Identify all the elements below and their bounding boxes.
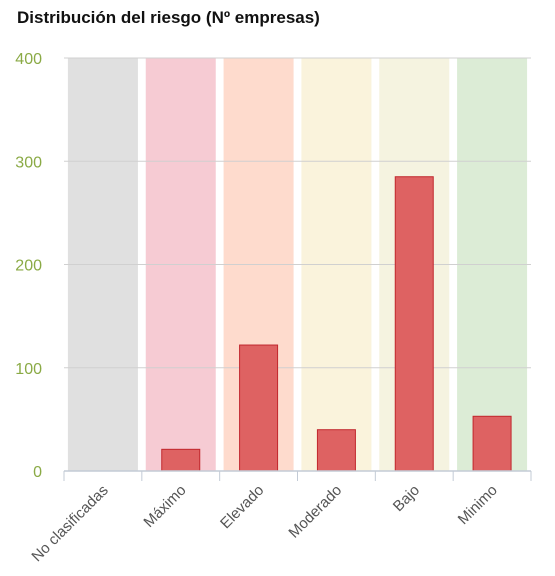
y-tick-label: 100	[15, 361, 42, 378]
y-axis-ticks: 0 100 200 300 400	[15, 51, 42, 481]
x-tick-label: Minimo	[455, 482, 501, 528]
x-axis	[63, 470, 532, 481]
bars	[161, 176, 512, 472]
bar	[394, 176, 434, 472]
chart-title: Distribución del riesgo (Nº empresas)	[17, 8, 320, 27]
bar	[472, 415, 512, 472]
x-tick-label: Bajo	[390, 482, 423, 515]
grid-lines	[64, 57, 531, 369]
bar	[239, 344, 279, 472]
y-tick-label: 200	[15, 258, 42, 275]
x-tick-label: Máximo	[140, 482, 189, 531]
x-tick-label: No clasificadas	[28, 482, 111, 565]
y-tick-label: 300	[15, 154, 42, 171]
y-tick-label: 400	[15, 51, 42, 68]
y-tick-label: 0	[33, 464, 42, 481]
x-axis-ticks: No clasificadas Máximo Elevado Moderado Bajo…	[28, 482, 501, 565]
bar	[161, 448, 201, 472]
x-tick-label: Moderado	[285, 482, 345, 542]
x-tick-label: Elevado	[217, 482, 267, 532]
bar	[316, 429, 356, 472]
